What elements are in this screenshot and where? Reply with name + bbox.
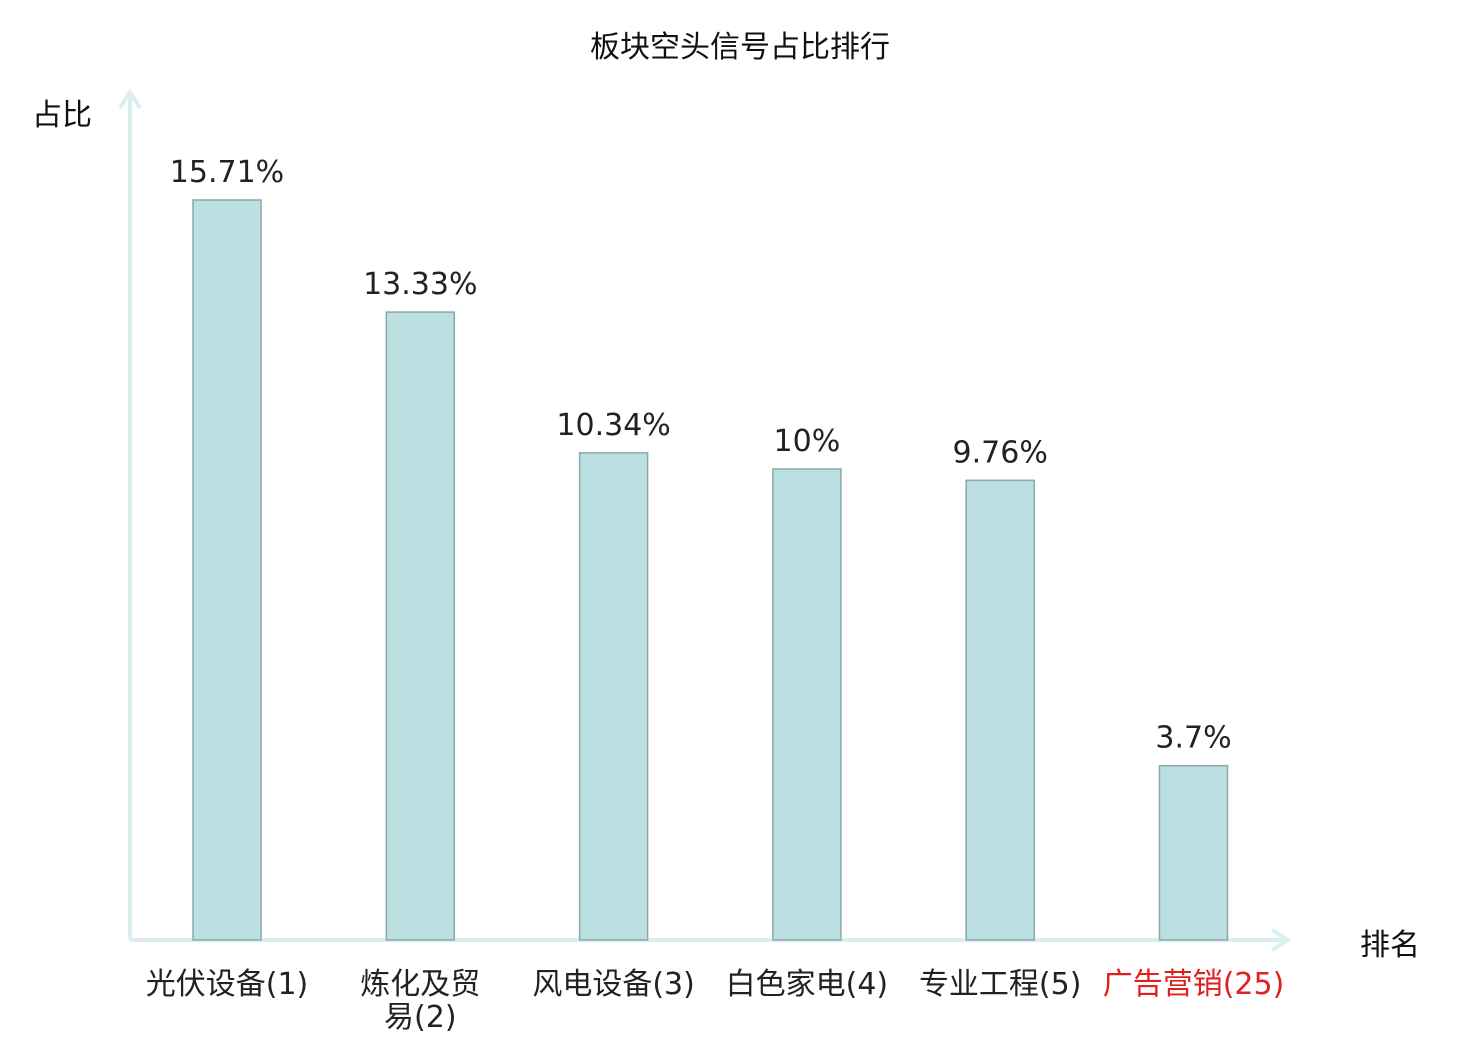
bar [965, 479, 1035, 941]
x-tick-label: 专业工程(5) [919, 967, 1082, 1002]
x-tick-label: 风电设备(3) [532, 967, 695, 1002]
data-label: 10.34% [556, 408, 670, 443]
bar [192, 199, 262, 941]
bar [772, 468, 842, 941]
bar [385, 311, 456, 941]
chart-title: 板块空头信号占比排行 [590, 30, 890, 65]
data-label: 13.33% [363, 267, 477, 302]
x-axis-arrow [1270, 928, 1292, 952]
x-tick-label: 炼化及贸 [360, 967, 480, 1002]
y-axis-label: 占比 [32, 98, 92, 133]
data-label: 3.7% [1155, 721, 1231, 756]
data-label: 9.76% [953, 435, 1048, 470]
bar [578, 452, 649, 941]
x-axis-label: 排名 [1360, 928, 1420, 963]
y-axis-arrow [118, 88, 142, 110]
bar [1158, 764, 1229, 941]
data-label: 15.71% [170, 155, 284, 190]
x-tick-label: 易(2) [384, 1000, 457, 1035]
x-tick-label: 白色家电(4) [726, 967, 889, 1002]
x-tick-label: 光伏设备(1) [146, 967, 309, 1002]
x-tick-label: 广告营销(25) [1103, 967, 1285, 1002]
data-label: 10% [774, 424, 841, 459]
